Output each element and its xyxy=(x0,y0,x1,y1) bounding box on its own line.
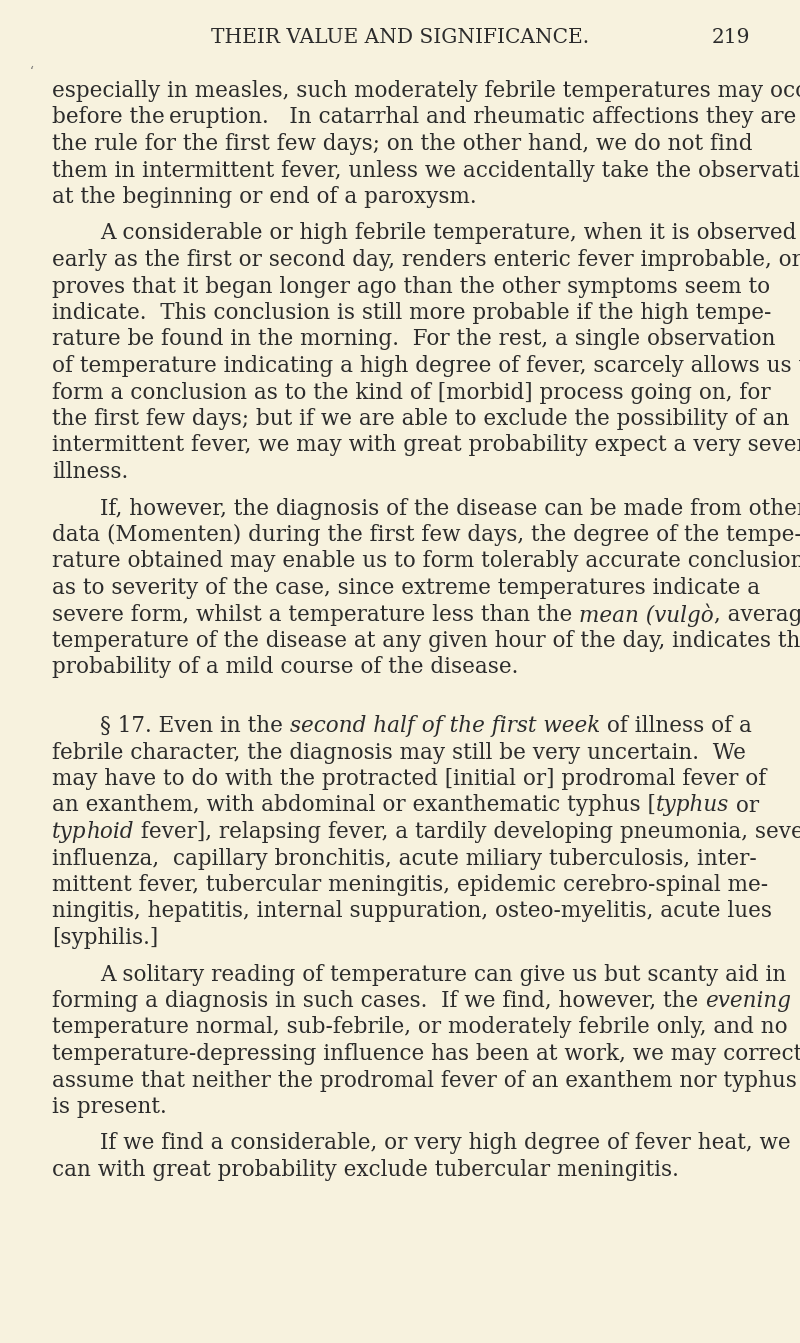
Text: forming a diagnosis in such cases.  If we find, however, the: forming a diagnosis in such cases. If we… xyxy=(52,990,705,1013)
Text: , average): , average) xyxy=(714,603,800,626)
Text: 219: 219 xyxy=(711,28,750,47)
Text: THEIR VALUE AND SIGNIFICANCE.: THEIR VALUE AND SIGNIFICANCE. xyxy=(211,28,589,47)
Text: early as the first or second day, renders enteric fever improbable, or: early as the first or second day, render… xyxy=(52,248,800,271)
Text: If we find a considerable, or very high degree of fever heat, we: If we find a considerable, or very high … xyxy=(100,1132,790,1155)
Text: can with great probability exclude tubercular meningitis.: can with great probability exclude tuber… xyxy=(52,1159,679,1180)
Text: indicate.  This conclusion is still more probable if the high tempe-: indicate. This conclusion is still more … xyxy=(52,302,771,324)
Text: typ: typ xyxy=(52,821,86,843)
Text: A considerable or high febrile temperature, when it is observed as: A considerable or high febrile temperatu… xyxy=(100,223,800,244)
Text: the first few days; but if we are able to exclude the possibility of an: the first few days; but if we are able t… xyxy=(52,408,790,430)
Text: If, however, the diagnosis of the disease can be made from other: If, however, the diagnosis of the diseas… xyxy=(100,497,800,520)
Text: of illness of a: of illness of a xyxy=(600,714,752,737)
Text: probability of a mild course of the disease.: probability of a mild course of the dise… xyxy=(52,657,518,678)
Text: proves that it began longer ago than the other symptoms seem to: proves that it began longer ago than the… xyxy=(52,275,770,298)
Text: temperature-depressing influence has been at work, we may correctly: temperature-depressing influence has bee… xyxy=(52,1044,800,1065)
Text: rature be found in the morning.  For the rest, a single observation: rature be found in the morning. For the … xyxy=(52,329,775,351)
Text: assume that neither the prodromal fever of an exanthem nor typhus: assume that neither the prodromal fever … xyxy=(52,1069,797,1092)
Text: is present.: is present. xyxy=(52,1096,166,1117)
Text: mean (vulgò: mean (vulgò xyxy=(579,603,714,627)
Text: may have to do with the protracted [initial or] prodromal fever of: may have to do with the protracted [init… xyxy=(52,768,766,790)
Text: intermittent fever, we may with great probability expect a very severe: intermittent fever, we may with great pr… xyxy=(52,435,800,457)
Text: as to severity of the case, since extreme temperatures indicate a: as to severity of the case, since extrem… xyxy=(52,577,760,599)
Text: second half of the first week: second half of the first week xyxy=(290,714,600,737)
Text: them in intermittent fever, unless we accidentally take the observation: them in intermittent fever, unless we ac… xyxy=(52,160,800,181)
Text: § 17. Even in the: § 17. Even in the xyxy=(100,714,290,737)
Text: typhus: typhus xyxy=(656,795,729,817)
Text: hoid: hoid xyxy=(86,821,134,843)
Text: especially in measles, such moderately febrile temperatures may occur: especially in measles, such moderately f… xyxy=(52,81,800,102)
Text: rature obtained may enable us to form tolerably accurate conclusions: rature obtained may enable us to form to… xyxy=(52,551,800,572)
Text: mittent fever, tubercular meningitis, epidemic cerebro-spinal me-: mittent fever, tubercular meningitis, ep… xyxy=(52,874,768,896)
Text: evening: evening xyxy=(705,990,791,1013)
Text: data (Momenten) during the first few days, the degree of the tempe-: data (Momenten) during the first few day… xyxy=(52,524,800,547)
Text: at the beginning or end of a paroxysm.: at the beginning or end of a paroxysm. xyxy=(52,185,477,208)
Text: illness.: illness. xyxy=(52,461,128,483)
Text: the rule for the first few days; on the other hand, we do not find: the rule for the first few days; on the … xyxy=(52,133,753,154)
Text: temperature normal, sub-febrile, or moderately febrile only, and no: temperature normal, sub-febrile, or mode… xyxy=(52,1017,788,1038)
Text: of temperature indicating a high degree of fever, scarcely allows us to: of temperature indicating a high degree … xyxy=(52,355,800,377)
Text: febrile character, the diagnosis may still be very uncertain.  We: febrile character, the diagnosis may sti… xyxy=(52,741,746,764)
Text: temperature of the disease at any given hour of the day, indicates the: temperature of the disease at any given … xyxy=(52,630,800,651)
Text: ningitis, hepatitis, internal suppuration, osteo-myelitis, acute lues: ningitis, hepatitis, internal suppuratio… xyxy=(52,901,772,923)
Text: an exanthem, with abdominal or exanthematic typhus [: an exanthem, with abdominal or exanthema… xyxy=(52,795,656,817)
Text: ‘: ‘ xyxy=(30,66,34,79)
Text: influenza,  capillary bronchitis, acute miliary tuberculosis, inter-: influenza, capillary bronchitis, acute m… xyxy=(52,847,757,869)
Text: or: or xyxy=(729,795,759,817)
Text: A solitary reading of temperature can give us but scanty aid in: A solitary reading of temperature can gi… xyxy=(100,963,786,986)
Text: [syphilis.]: [syphilis.] xyxy=(52,927,158,950)
Text: severe form, whilst a temperature less than the: severe form, whilst a temperature less t… xyxy=(52,603,579,626)
Text: fever], relapsing fever, a tardily developing pneumonia, severe: fever], relapsing fever, a tardily devel… xyxy=(134,821,800,843)
Text: form a conclusion as to the kind of [morbid] process going on, for: form a conclusion as to the kind of [mor… xyxy=(52,381,770,403)
Text: before the eruption.   In catarrhal and rheumatic affections they are: before the eruption. In catarrhal and rh… xyxy=(52,106,796,129)
